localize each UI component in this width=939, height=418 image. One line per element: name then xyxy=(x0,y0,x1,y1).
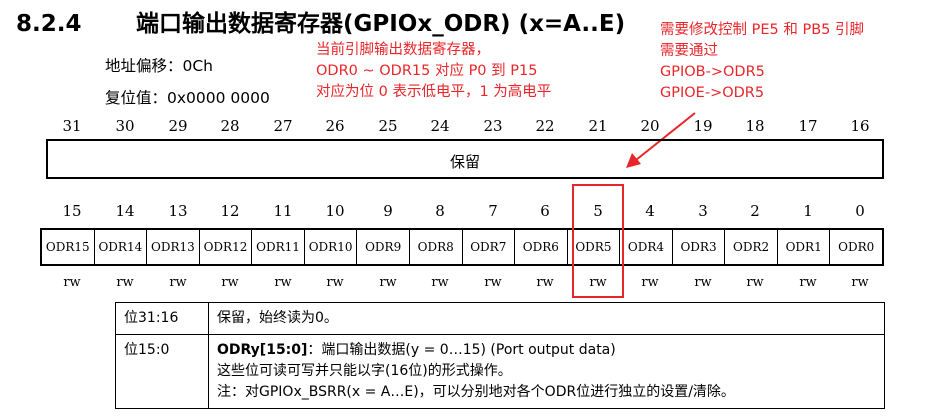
access-type: rw xyxy=(274,275,292,290)
bit-number: 22 xyxy=(535,117,555,135)
access-type: rw xyxy=(221,275,239,290)
odr-field-odr5: ODR5 xyxy=(568,230,621,264)
bit-description: ODRy[15:0]：端口输出数据(y = 0…15) (Port output… xyxy=(208,334,885,409)
bit-number: 17 xyxy=(798,117,818,135)
bit5-highlight-box xyxy=(572,184,624,298)
odr-field-row: ODR15 ODR14 ODR13 ODR12 ODR11 ODR10 ODR9… xyxy=(40,228,884,266)
odr-field: ODR1 xyxy=(778,230,831,264)
bit-number: 12 xyxy=(220,202,240,220)
arrow-head xyxy=(626,153,641,168)
arrow-shaft xyxy=(635,112,696,161)
bit-number: 26 xyxy=(325,117,345,135)
bit-number: 30 xyxy=(115,117,135,135)
reset-value: 复位值：0x0000 0000 xyxy=(105,89,270,107)
bit-number: 6 xyxy=(540,202,550,220)
access-type: rw xyxy=(851,275,869,290)
access-type: rw xyxy=(589,275,607,290)
bit-description-table: 位31:16 保留，始终读为0。 位15:0 ODRy[15:0]：端口输出数据… xyxy=(115,302,885,409)
description-line: ODRy[15:0]：端口输出数据(y = 0…15) (Port output… xyxy=(217,340,876,361)
odr-field: ODR7 xyxy=(463,230,516,264)
reserved-field: 保留 xyxy=(46,139,884,179)
bit-number: 19 xyxy=(693,117,713,135)
bit-number: 27 xyxy=(273,117,293,135)
bit-number: 7 xyxy=(488,202,498,220)
bit-number: 31 xyxy=(62,117,82,135)
odr-field: ODR6 xyxy=(515,230,568,264)
access-type: rw xyxy=(326,275,344,290)
annotation-center: 当前引脚输出数据寄存器， ODR0 ~ ODR15 对应 P0 到 P15 对应… xyxy=(316,40,551,103)
bit-number: 14 xyxy=(115,202,135,220)
annotation-line: ODR0 ~ ODR15 对应 P0 到 P15 xyxy=(316,63,538,79)
bit-number: 9 xyxy=(383,202,393,220)
access-type: rw xyxy=(484,275,502,290)
odr-field: ODR0 xyxy=(838,240,875,254)
bit-number: 21 xyxy=(588,117,608,135)
bit-number: 15 xyxy=(62,202,82,220)
odr-field: ODR12 xyxy=(200,230,253,264)
access-type: rw xyxy=(431,275,449,290)
bit-number: 24 xyxy=(430,117,450,135)
bit-number: 16 xyxy=(850,117,870,135)
table-row: 位15:0 ODRy[15:0]：端口输出数据(y = 0…15) (Port … xyxy=(115,334,885,409)
bit-description: 保留，始终读为0。 xyxy=(208,302,885,335)
odr-field: ODR10 xyxy=(305,230,358,264)
bit-number: 29 xyxy=(168,117,188,135)
bit-range: 位15:0 xyxy=(115,334,209,409)
access-type: rw xyxy=(536,275,554,290)
access-type: rw xyxy=(169,275,187,290)
bit-range: 位31:16 xyxy=(115,302,209,335)
odr-field: ODR3 xyxy=(673,230,726,264)
annotation-line: 需要通过 xyxy=(660,43,718,59)
section-number: 8.2.4 xyxy=(16,11,82,37)
access-type: rw xyxy=(116,275,134,290)
annotation-right: 需要修改控制 PE5 和 PB5 引脚 需要通过 GPIOB->ODR5 GPI… xyxy=(660,20,864,104)
bit-number: 4 xyxy=(645,202,655,220)
table-row: 位31:16 保留，始终读为0。 xyxy=(115,302,885,335)
address-offset: 地址偏移：0Ch xyxy=(105,57,214,75)
bit-number: 25 xyxy=(378,117,398,135)
odr-field: ODR9 xyxy=(357,230,410,264)
description-line: 注：对GPIOx_BSRR(x = A…E)，可以分别地对各个ODR位进行独立的… xyxy=(217,384,735,400)
bit-number: 13 xyxy=(168,202,188,220)
annotation-line: GPIOB->ODR5 xyxy=(660,64,765,80)
reserved-label: 保留 xyxy=(449,153,480,171)
annotation-line: 当前引脚输出数据寄存器， xyxy=(316,42,490,58)
odr-field: ODR11 xyxy=(252,230,305,264)
annotation-line: GPIOE->ODR5 xyxy=(660,85,765,101)
access-type: rw xyxy=(746,275,764,290)
odr-field: ODR15 xyxy=(42,230,95,264)
bit-number: 1 xyxy=(803,202,813,220)
access-type: rw xyxy=(63,275,81,290)
annotation-line: 对应为位 0 表示低电平，1 为高电平 xyxy=(316,84,552,100)
bit-number: 5 xyxy=(593,202,603,220)
bit-number: 28 xyxy=(220,117,240,135)
access-type: rw xyxy=(799,275,817,290)
bit-number: 20 xyxy=(640,117,660,135)
bit-number: 11 xyxy=(273,202,293,220)
description-line: 保留，始终读为0。 xyxy=(217,310,338,326)
bit-number: 2 xyxy=(750,202,760,220)
section-title-text: 端口输出数据寄存器(GPIOx_ODR) (x=A..E) xyxy=(136,11,626,37)
field-summary: ：端口输出数据(y = 0…15) (Port output data) xyxy=(307,342,616,358)
bit-number: 3 xyxy=(698,202,708,220)
odr-field: ODR13 xyxy=(147,230,200,264)
bit-number: 10 xyxy=(325,202,345,220)
access-type: rw xyxy=(694,275,712,290)
field-name: ODRy[15:0] xyxy=(217,342,308,358)
odr-field: ODR4 xyxy=(620,230,673,264)
description-line: 这些位可读可写并只能以字(16位)的形式操作。 xyxy=(217,363,512,379)
bit-number: 8 xyxy=(435,202,445,220)
section-title: 8.2.4 端口输出数据寄存器(GPIOx_ODR) (x=A..E) xyxy=(16,4,625,38)
odr-field: ODR8 xyxy=(410,230,463,264)
odr-field: ODR2 xyxy=(725,230,778,264)
bit-number: 18 xyxy=(745,117,765,135)
bit-number: 0 xyxy=(855,202,865,220)
annotation-line: 需要修改控制 PE5 和 PB5 引脚 xyxy=(660,22,864,38)
odr-field: ODR14 xyxy=(95,230,148,264)
bit-number: 23 xyxy=(483,117,503,135)
access-type: rw xyxy=(379,275,397,290)
access-type: rw xyxy=(641,275,659,290)
